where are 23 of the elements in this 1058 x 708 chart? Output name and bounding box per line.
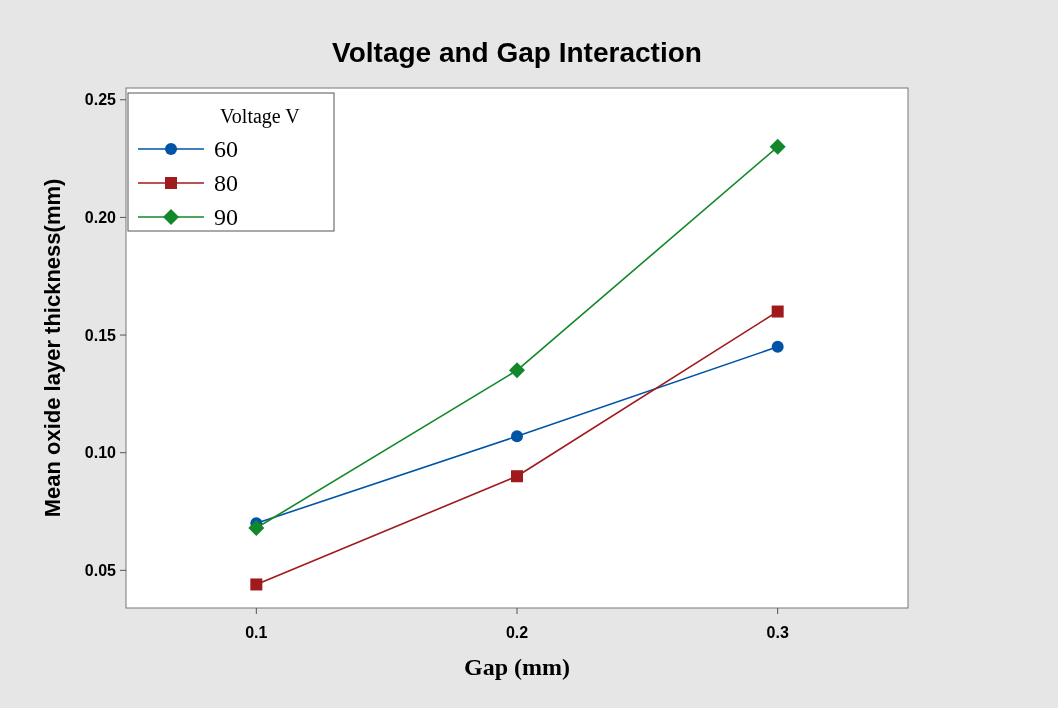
point — [511, 470, 523, 483]
point — [509, 362, 525, 379]
point — [769, 138, 786, 155]
chart-title: Voltage and Gap Interaction — [332, 37, 702, 68]
legend-title: Voltage V — [220, 105, 301, 128]
legend-label: 60 — [214, 136, 238, 163]
y-axis-title: Mean oxide layer thickness(mm) — [40, 178, 65, 518]
y-tick-label: 0.20 — [84, 209, 117, 227]
point — [248, 520, 265, 536]
x-tick-label: 0.2 — [505, 624, 529, 641]
y-tick-label: 0.10 — [84, 444, 117, 462]
point — [771, 340, 784, 353]
point — [771, 305, 784, 318]
y-tick-label: 0.25 — [84, 91, 117, 109]
y-tick-label: 0.15 — [84, 326, 117, 344]
x-tick-label: 0.3 — [766, 624, 789, 641]
legend-label: 90 — [214, 204, 238, 231]
x-axis-title: Gap (mm) — [464, 654, 570, 680]
legend-label: 80 — [214, 170, 238, 197]
point — [511, 430, 523, 443]
y-tick-label: 0.05 — [84, 561, 117, 579]
point — [250, 578, 263, 591]
x-tick-label: 0.1 — [245, 624, 268, 641]
